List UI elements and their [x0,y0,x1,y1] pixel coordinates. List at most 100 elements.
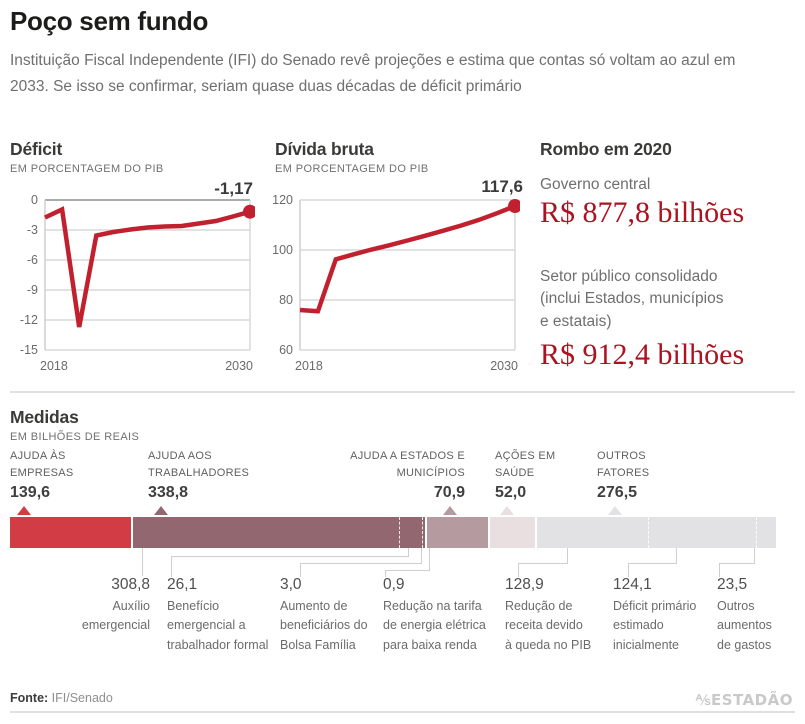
callout-outros-gastos: 23,5 Outros aumentos de gastos [717,576,772,655]
medidas-group-trabalhadores: AJUDA AOS TRABALHADORES 338,8 [148,448,249,502]
svg-text:2018: 2018 [295,359,323,373]
group-label: AJUDA A ESTADOS E MUNICÍPIOS [350,450,465,479]
bar-segment [427,517,489,548]
callout-value: 124,1 [613,576,652,593]
callout-auxilio: 308,8 Auxílio emergencial [55,576,150,636]
connector-line [171,556,409,577]
debt-end-label: 117,6 [481,177,523,196]
callout-value: 308,8 [111,576,150,593]
connector-line [676,548,677,563]
svg-text:-3: -3 [27,223,38,237]
svg-text:-12: -12 [20,313,38,327]
bar-sub-divider [648,517,650,548]
medidas-kicker: EM BILHÕES DE REAIS [10,431,140,443]
group-value: 139,6 [10,484,51,501]
group-label: AÇÕES EM SAÚDE [495,450,556,479]
svg-text:0: 0 [31,193,38,207]
connector-line [567,548,568,563]
callout-bolsa-familia: 3,0 Aumento de beneficiários do Bolsa Fa… [280,576,368,655]
triangle-marker-estados [443,506,457,515]
callout-deficit-primario: 124,1 Déficit primário estimado inicialm… [613,576,696,655]
connector-line [385,570,430,577]
bar-sub-divider [399,517,401,548]
callout-value: 0,9 [383,576,405,593]
medidas-stacked-bar [10,517,776,548]
callout-desc: Outros aumentos de gastos [717,599,772,652]
medidas-group-saude: AÇÕES EM SAÚDE 52,0 [495,448,555,502]
connector-line [518,563,568,577]
svg-text:2030: 2030 [490,359,518,373]
group-value: 52,0 [495,484,527,501]
group-label: OUTROS FATORES [597,450,650,479]
section-divider [10,391,795,393]
svg-text:-6: -6 [27,253,38,267]
callout-desc: Redução na tarifa de energia elétrica pa… [383,599,486,652]
rombo-consolidated-value: R$ 912,4 bilhões [540,338,745,371]
callout-tarifa: 0,9 Redução na tarifa de energia elétric… [383,576,486,655]
triangle-marker-saude [500,506,514,515]
bar-segment [132,517,426,548]
callout-value: 128,9 [505,576,544,593]
source-note: Fonte: IFI/Senado [10,691,113,705]
deficit-chart-kicker: EM PORCENTAGEM DO PIB [10,163,164,175]
source-value: IFI/Senado [48,691,113,705]
bar-segment [537,517,776,548]
triangle-marker-empresas [17,506,31,515]
group-label: AJUDA ÀS EMPRESAS [10,450,74,479]
connector-line [754,548,755,563]
page-title: Poço sem fundo [10,6,209,36]
connector-line [408,548,409,556]
bar-segment [490,517,536,548]
estadao-logo: ⅍ESTADÃO [695,691,793,709]
estadao-logo-icon: ⅍ [695,691,711,709]
deficit-chart-title: Déficit [10,139,63,159]
bar-segment [10,517,131,548]
source-label: Fonte: [10,691,49,705]
svg-text:60: 60 [279,343,293,357]
triangle-marker-trabalhadores [154,506,168,515]
medidas-group-empresas: AJUDA ÀS EMPRESAS 139,6 [10,448,74,502]
callout-desc: Aumento de beneficiários do Bolsa Famíli… [280,599,368,652]
callout-value: 26,1 [167,576,198,593]
svg-text:120: 120 [272,193,293,207]
group-label: AJUDA AOS TRABALHADORES [148,450,250,479]
estadao-logo-text: ESTADÃO [710,691,793,709]
svg-text:2030: 2030 [225,359,253,373]
triangle-marker-outros [608,506,622,515]
connector-line [142,548,143,576]
svg-text:2018: 2018 [40,359,68,373]
bar-sub-divider [421,517,423,548]
medidas-title: Medidas [10,407,79,427]
medidas-group-outros: OUTROS FATORES 276,5 [597,448,649,502]
group-value: 338,8 [148,484,189,501]
callout-desc: Auxílio emergencial [81,599,150,633]
callout-receita: 128,9 Redução de receita devido à queda … [505,576,591,655]
callout-desc: Benefício emergencial a trabalhador form… [167,599,269,652]
connector-line [628,563,677,577]
rombo-central-value: R$ 877,8 bilhões [540,196,745,229]
bar-sub-divider [755,517,757,548]
callout-desc: Déficit primário estimado inicialmente [613,599,697,652]
rombo-title: Rombo em 2020 [540,139,672,159]
page-subtitle: Instituição Fiscal Independente (IFI) do… [10,52,736,96]
svg-text:80: 80 [279,293,293,307]
deficit-end-label: -1,17 [214,179,253,198]
group-value: 70,9 [433,484,465,501]
svg-text:100: 100 [272,243,293,257]
rombo-central-label: Governo central [540,176,651,193]
debt-chart-kicker: EM PORCENTAGEM DO PIB [275,163,429,175]
callout-value: 23,5 [717,576,748,593]
connector-line [300,563,422,577]
callout-beneficio: 26,1 Benefício emergencial a trabalhador… [167,576,268,655]
svg-text:-9: -9 [27,283,38,297]
callout-value: 3,0 [280,576,302,593]
rombo-consolidated-label: Setor público consolidado (inclui Estado… [540,268,724,330]
connector-line [719,563,755,577]
debt-chart-title: Dívida bruta [275,139,374,159]
connector-line [429,548,430,570]
group-value: 276,5 [597,484,638,501]
svg-text:-15: -15 [20,343,38,357]
